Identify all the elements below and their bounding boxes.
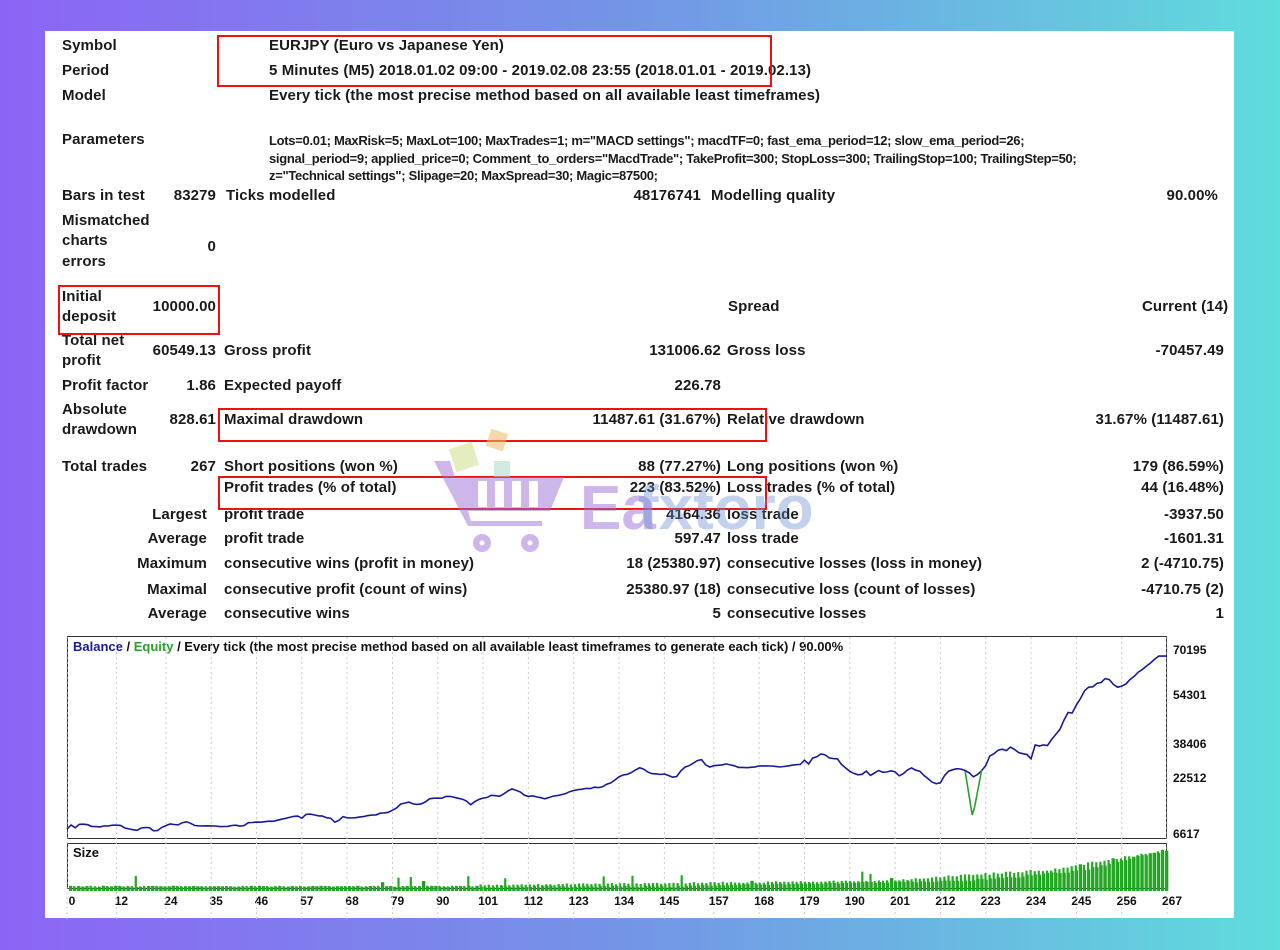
svg-text:fxtoro: fxtoro [638,474,814,543]
